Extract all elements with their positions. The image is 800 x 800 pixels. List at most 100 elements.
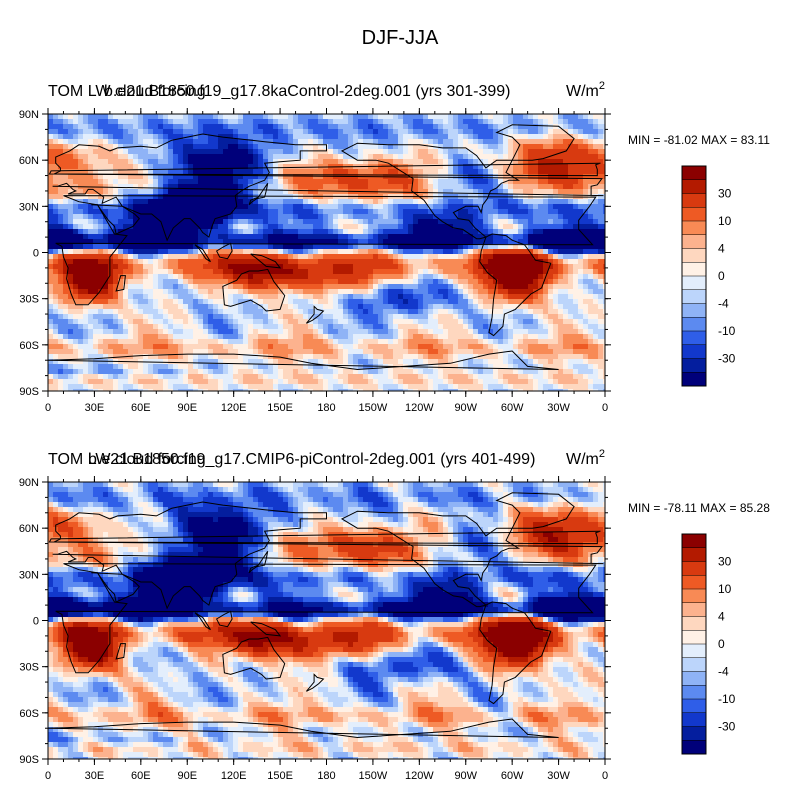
map-plot: 0 30E 60E 90E 120E 150E 180 150W 120W 90W 60W 30W 09… (19, 476, 611, 782)
colorbar-label: -30 (718, 352, 736, 366)
colorbar-box (682, 179, 706, 194)
colorbar-box (682, 317, 706, 331)
y-tick-label: 60S (19, 708, 39, 720)
x-tick-label: 0 (602, 770, 608, 782)
colorbar-box (682, 276, 706, 290)
colorbar-box (682, 671, 706, 686)
colorbar-box (682, 547, 706, 562)
y-tick-label: 90N (19, 477, 39, 489)
colorbar-box (682, 221, 706, 235)
x-tick-label: 30E (85, 770, 105, 782)
colorbar-label: -10 (718, 324, 736, 338)
colorbar-box (682, 685, 706, 699)
colorbar-label: 4 (718, 242, 725, 256)
x-tick-label: 30E (85, 402, 105, 414)
y-tick-label: 0 (33, 248, 39, 260)
colorbar: 30 10 4 0 -4 -10 -30 (681, 533, 736, 755)
y-tick-label: 90N (19, 109, 39, 121)
x-tick-label: 0 (45, 402, 51, 414)
map-field (48, 482, 605, 759)
min-max-label: MIN = -81.02 MAX = 83.11 (628, 133, 770, 147)
colorbar-label: -4 (718, 665, 729, 679)
x-tick-label: 90W (454, 770, 477, 782)
colorbar: 30 10 4 0 -4 -10 -30 (681, 165, 736, 387)
x-tick-label: 150W (359, 402, 388, 414)
colorbar-box (682, 712, 706, 727)
colorbar-box (682, 331, 706, 345)
colorbar-box (682, 372, 706, 386)
map-plot: 0 30E 60E 90E 120E 150E 180 150W 120W 90W 60W 30W 09… (19, 108, 611, 414)
colorbar-label: 0 (718, 637, 725, 651)
colorbar-label: -4 (718, 297, 729, 311)
colorbar-box (682, 699, 706, 713)
colorbar-box (682, 262, 706, 276)
colorbar-box (682, 234, 706, 249)
figure-title: DJF-JJA (362, 27, 439, 49)
colorbar-box (682, 740, 706, 754)
colorbar-box (682, 602, 706, 617)
colorbar-label: 30 (718, 187, 732, 201)
y-tick-label: 60N (19, 523, 39, 535)
x-tick-label: 60W (501, 770, 524, 782)
colorbar-box (682, 630, 706, 644)
y-tick-label: 30S (19, 294, 39, 306)
colorbar-box (682, 589, 706, 603)
x-tick-label: 180 (317, 402, 335, 414)
x-tick-label: 60W (501, 402, 524, 414)
x-tick-label: 30W (547, 402, 570, 414)
x-tick-label: 0 (45, 770, 51, 782)
colorbar-label: 10 (718, 582, 732, 596)
x-tick-label: 120E (221, 770, 247, 782)
x-tick-label: 120W (405, 770, 434, 782)
colorbar-box (682, 657, 706, 672)
bottom-panel: TOM LW cloud forcing b.e21.B1850.f19_g17… (19, 448, 770, 782)
map-field (48, 114, 605, 391)
colorbar-box (682, 726, 706, 741)
colorbar-label: 0 (718, 269, 725, 283)
colorbar-box (682, 616, 706, 631)
x-tick-label: 120E (221, 402, 247, 414)
panel-units: W/m2 (566, 80, 605, 100)
y-tick-label: 90S (19, 754, 39, 766)
colorbar-box (682, 575, 706, 589)
x-tick-label: 90E (177, 770, 197, 782)
colorbar-box (682, 358, 706, 373)
panel-units: W/m2 (566, 448, 605, 468)
y-tick-label: 90S (19, 386, 39, 398)
colorbar-label: 30 (718, 555, 732, 569)
colorbar-box (682, 207, 706, 221)
colorbar-box (682, 166, 706, 180)
colorbar-box (682, 303, 706, 318)
panel-left-title: TOM LW cloud forcing (48, 451, 206, 468)
colorbar-label: 10 (718, 214, 732, 228)
colorbar-box (682, 193, 706, 208)
x-tick-label: 30W (547, 770, 570, 782)
panel-case-title: b.e21.B1850.f19_g17.8kaControl-2deg.001 … (104, 83, 511, 100)
colorbar-label: -30 (718, 720, 736, 734)
colorbar-box (682, 344, 706, 359)
min-max-label: MIN = -78.11 MAX = 85.28 (628, 501, 770, 515)
colorbar-label: 4 (718, 610, 725, 624)
panel-case-title: b.e21.B1850.f19_g17.CMIP6-piControl-2deg… (88, 451, 535, 468)
x-tick-label: 0 (602, 402, 608, 414)
colorbar-box (682, 248, 706, 263)
x-tick-label: 60E (131, 770, 151, 782)
y-tick-label: 60S (19, 340, 39, 352)
y-tick-label: 30N (19, 569, 39, 581)
coastlines (48, 124, 604, 371)
panel-left-title: TOM LW cloud forcing (48, 83, 206, 100)
colorbar-label: -10 (718, 692, 736, 706)
x-tick-label: 60E (131, 402, 151, 414)
y-tick-label: 30S (19, 662, 39, 674)
x-tick-label: 180 (317, 770, 335, 782)
x-tick-label: 90W (454, 402, 477, 414)
colorbar-box (682, 644, 706, 658)
x-tick-label: 150E (267, 770, 293, 782)
top-panel: TOM LW cloud forcing b.e21.B1850.f19_g17… (19, 80, 770, 414)
x-tick-label: 150W (359, 770, 388, 782)
y-tick-label: 60N (19, 155, 39, 167)
colorbar-box (682, 561, 706, 576)
x-tick-label: 90E (177, 402, 197, 414)
x-tick-label: 150E (267, 402, 293, 414)
